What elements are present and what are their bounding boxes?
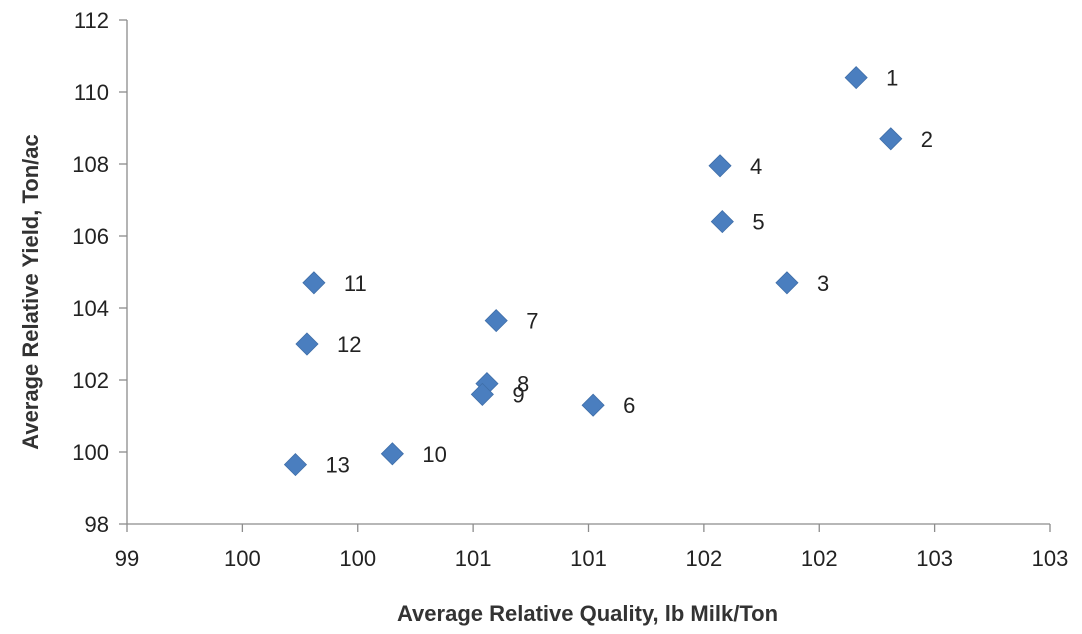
point-label-1: 1 bbox=[886, 66, 898, 91]
data-point-13 bbox=[283, 453, 308, 477]
point-label-3: 3 bbox=[817, 271, 829, 296]
data-point-11 bbox=[302, 271, 326, 295]
data-point-9 bbox=[470, 382, 494, 406]
y-tick-label: 102 bbox=[72, 368, 109, 393]
x-tick-label: 103 bbox=[916, 546, 953, 571]
data-point-6 bbox=[581, 393, 605, 417]
point-label-10: 10 bbox=[422, 442, 446, 467]
x-tick-label: 99 bbox=[115, 546, 139, 571]
data-points bbox=[283, 66, 903, 477]
data-point-2 bbox=[879, 127, 903, 151]
x-tick-label: 103 bbox=[1032, 546, 1069, 571]
data-point-12 bbox=[295, 332, 319, 356]
y-tick-label: 98 bbox=[85, 512, 109, 537]
point-label-6: 6 bbox=[623, 393, 635, 418]
y-tick-label: 110 bbox=[74, 80, 109, 105]
point-label-8: 8 bbox=[517, 372, 529, 397]
x-tick-label: 100 bbox=[339, 546, 376, 571]
y-tick-label: 108 bbox=[72, 152, 109, 177]
x-tick-label: 102 bbox=[686, 546, 723, 571]
point-label-7: 7 bbox=[526, 309, 538, 334]
axes bbox=[126, 20, 1050, 525]
y-tick-label: 100 bbox=[72, 440, 109, 465]
data-point-3 bbox=[775, 271, 799, 295]
x-axis-ticks: 99 100 100 101 101 102 102 103 103 bbox=[115, 524, 1069, 571]
y-tick-label: 104 bbox=[72, 296, 109, 321]
point-label-2: 2 bbox=[921, 127, 933, 152]
y-axis-title: Average Relative Yield, Ton/ac bbox=[18, 134, 43, 449]
x-axis-title: Average Relative Quality, lb Milk/Ton bbox=[397, 601, 778, 626]
x-tick-label: 101 bbox=[455, 546, 492, 571]
data-point-4 bbox=[708, 154, 732, 178]
x-tick-label: 102 bbox=[801, 546, 838, 571]
point-label-9: 9 bbox=[512, 382, 524, 407]
x-tick-label: 100 bbox=[224, 546, 261, 571]
data-point-1 bbox=[844, 66, 868, 90]
point-label-5: 5 bbox=[752, 210, 764, 235]
data-point-10 bbox=[380, 442, 404, 466]
point-label-12: 12 bbox=[337, 332, 361, 357]
point-label-4: 4 bbox=[750, 154, 762, 179]
data-point-5 bbox=[710, 210, 734, 234]
y-tick-label: 106 bbox=[72, 224, 109, 249]
y-tick-label: 112 bbox=[74, 8, 109, 33]
data-point-7 bbox=[484, 309, 508, 333]
x-tick-label: 101 bbox=[570, 546, 607, 571]
point-label-11: 11 bbox=[344, 271, 367, 296]
y-axis-ticks: 98 100 102 104 106 108 110 112 bbox=[72, 8, 127, 537]
point-label-13: 13 bbox=[325, 453, 349, 478]
